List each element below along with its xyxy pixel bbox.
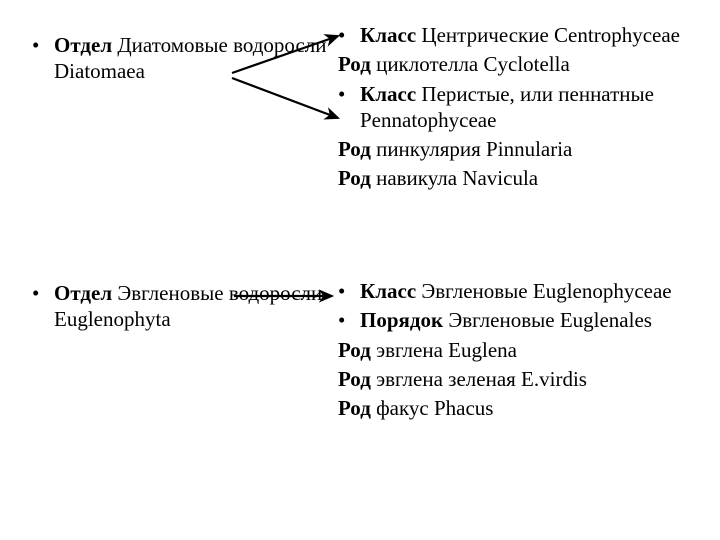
item-bold: Порядок: [360, 308, 443, 332]
item-bold: Род: [338, 338, 371, 362]
bullet-dot: •: [32, 32, 54, 58]
bullet-dot: •: [32, 280, 54, 306]
item-rest: пинкулярия Pinnularia: [371, 137, 573, 161]
item-rest: Эвгленовые Euglenophyceae: [416, 279, 671, 303]
list-item: Род эвглена Euglena: [338, 337, 672, 363]
list-item: Род пинкулярия Pinnularia: [338, 136, 690, 162]
bullet-dot: •: [338, 278, 360, 304]
list-item: •Класс Перистые, или пеннатные Pennatoph…: [338, 81, 690, 134]
item-bold: Класс: [360, 23, 416, 47]
item-rest: эвглена Euglena: [371, 338, 517, 362]
bullet-dot: •: [338, 307, 360, 333]
item-rest: эвглена зеленая E.virdis: [371, 367, 587, 391]
list-item: Род эвглена зеленая E.virdis: [338, 366, 672, 392]
list-item: •Порядок Эвгленовые Euglenales: [338, 307, 672, 333]
left-item-euglenophyta: • Отдел Эвгленовые водоросли Euglenophyt…: [32, 280, 334, 333]
item-bold: Класс: [360, 82, 416, 106]
right-group-diatomaea: •Класс Центрические CentrophyceaeРод цик…: [360, 22, 690, 195]
item-bold: Род: [338, 52, 371, 76]
item-rest: навикула Navicula: [371, 166, 538, 190]
bullet-dot: •: [338, 81, 360, 107]
left-item-diatomaea: • Отдел Диатомовые водоросли Diatomaea: [32, 32, 334, 85]
right-group-euglenophyta: •Класс Эвгленовые Euglenophyceae•Порядок…: [360, 278, 672, 424]
item-bold: Класс: [360, 279, 416, 303]
item-bold: Род: [338, 166, 371, 190]
item-rest: факус Phacus: [371, 396, 494, 420]
item-rest: циклотелла Cyclotella: [371, 52, 570, 76]
item-rest: Центрические Centrophyceae: [416, 23, 680, 47]
list-item: •Класс Эвгленовые Euglenophyceae: [338, 278, 672, 304]
bullet-dot: •: [338, 22, 360, 48]
list-item: •Класс Центрические Centrophyceae: [338, 22, 690, 48]
list-item: Род циклотелла Cyclotella: [338, 51, 690, 77]
left-item-bold: Отдел: [54, 33, 112, 57]
item-bold: Род: [338, 137, 371, 161]
left-item-bold: Отдел: [54, 281, 112, 305]
item-rest: Эвгленовые Euglenales: [443, 308, 652, 332]
item-bold: Род: [338, 396, 371, 420]
list-item: Род факус Phacus: [338, 395, 672, 421]
list-item: Род навикула Navicula: [338, 165, 690, 191]
item-bold: Род: [338, 367, 371, 391]
